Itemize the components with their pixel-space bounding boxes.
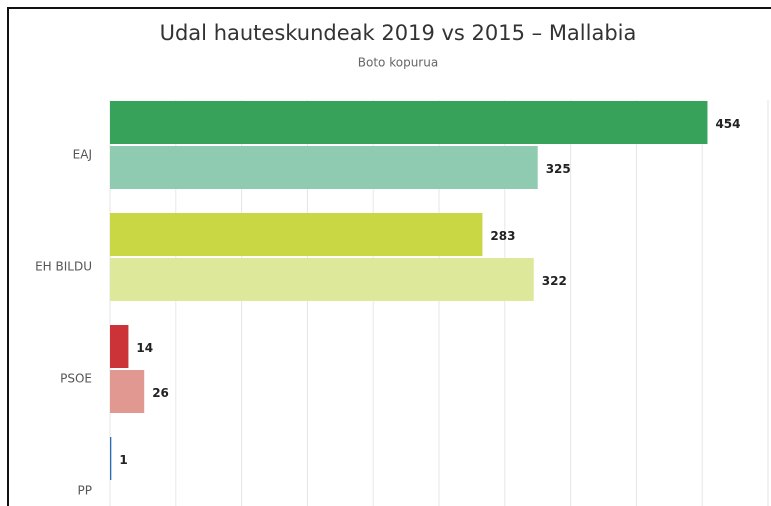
bar	[110, 325, 129, 368]
category-label: PP	[78, 484, 92, 498]
bar	[110, 101, 708, 144]
bar	[110, 213, 483, 256]
chart-subtitle: Boto kopurua	[358, 56, 438, 70]
chart-title: Udal hauteskundeak 2019 vs 2015 – Mallab…	[160, 21, 637, 45]
frame	[7, 7, 771, 506]
data-label: 322	[542, 274, 567, 288]
category-label: EAJ	[73, 148, 92, 162]
bar	[110, 258, 534, 301]
category-label: EH BILDU	[35, 260, 92, 274]
bar	[110, 370, 145, 413]
bar	[110, 437, 112, 480]
data-label: 283	[490, 229, 515, 243]
data-label: 26	[152, 386, 169, 400]
data-label: 325	[546, 162, 571, 176]
category-label: PSOE	[60, 372, 92, 386]
data-label: 454	[715, 117, 740, 131]
data-label: 1	[119, 453, 127, 467]
bar	[110, 146, 538, 189]
data-label: 14	[136, 341, 153, 355]
